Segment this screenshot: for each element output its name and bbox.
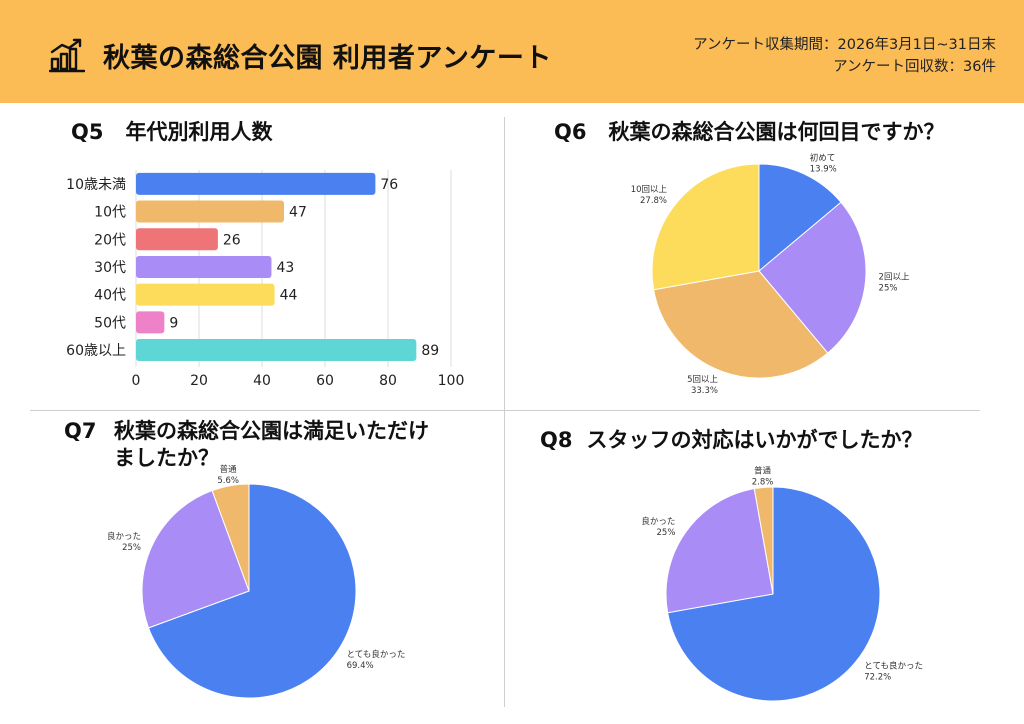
pie-slice-value: 13.9%	[810, 164, 837, 174]
pie-slice	[653, 270, 829, 379]
pie-slice	[651, 163, 760, 291]
q5-value-label: 26	[223, 232, 241, 248]
q5-title: Q5 年代別利用人数	[71, 116, 272, 146]
pie-slice	[665, 488, 774, 614]
pie-slice-label: 初めて	[810, 152, 836, 163]
page-title: 秋葉の森総合公園 利用者アンケート	[103, 43, 552, 74]
q5-x-tick-label: 40	[253, 373, 271, 389]
pie-slice-label: 2回以上	[879, 273, 910, 283]
q5-value-label: 76	[380, 177, 398, 193]
q5-category-label: 20代	[94, 232, 126, 248]
q5-value-label: 9	[169, 315, 178, 331]
pie-slice-value: 25%	[657, 528, 676, 538]
q5-x-tick-label: 20	[190, 373, 208, 389]
q8-text: スタッフの対応はいかがでしたか？	[586, 428, 923, 452]
pie-slice-label: 良かった	[107, 531, 141, 542]
q5-category-label: 40代	[94, 288, 126, 304]
q6-title: Q6 秋葉の森総合公園は何回目ですか？	[554, 116, 944, 146]
q5-bar	[136, 339, 417, 362]
q5-category-label: 50代	[94, 315, 126, 331]
q5-number: Q5	[71, 120, 104, 144]
q5-value-label: 47	[289, 205, 307, 221]
pie-slice-value: 72.2%	[864, 672, 891, 682]
pie-slice-label: とても良かった	[347, 649, 406, 660]
pie-slice	[753, 486, 774, 595]
pie-slice-label: 良かった	[641, 516, 675, 527]
q6-number: Q6	[554, 120, 587, 144]
q5-category-label: 60歳以上	[66, 343, 126, 359]
bar-chart-growth-icon	[49, 38, 85, 73]
pie-slice	[211, 483, 250, 592]
pie-slice	[758, 201, 867, 354]
pie-slice-value: 33.3%	[691, 386, 718, 396]
q6-text: 秋葉の森総合公園は何回目ですか？	[608, 120, 945, 144]
q5-category-label: 10歳未満	[66, 177, 126, 193]
header-banner: 秋葉の森総合公園 利用者アンケート アンケート収集期間：2026年3月1日~31…	[0, 0, 1024, 103]
pie-slice-label: 普通	[220, 464, 238, 475]
survey-period: アンケート収集期間：2026年3月1日~31日末	[693, 37, 996, 53]
pie-slice	[758, 163, 842, 273]
q7-text-line2: ましたか？	[114, 446, 219, 470]
pie-slice	[141, 489, 250, 629]
survey-count: アンケート回収数：36件	[833, 59, 996, 75]
q5-category-label: 30代	[94, 260, 126, 276]
q5-x-tick-label: 80	[379, 373, 397, 389]
pie-slice-value: 2.8%	[752, 477, 774, 487]
horizontal-divider	[30, 410, 980, 411]
q5-text: 年代別利用人数	[125, 120, 273, 144]
q5-category-label: 10代	[94, 205, 126, 221]
pie-slice-value: 5.6%	[217, 476, 239, 486]
pie-slice-label: とても良かった	[864, 660, 923, 671]
q5-bar	[136, 255, 272, 278]
pie-slice-label: 10回以上	[631, 185, 668, 195]
q5-bar	[136, 172, 376, 195]
pie-slice-value: 25%	[122, 543, 141, 553]
survey-meta: アンケート収集期間：2026年3月1日~31日末 アンケート回収数：36件	[693, 34, 996, 78]
q5-value-label: 89	[421, 343, 439, 359]
q5-bar	[136, 283, 275, 306]
q5-x-tick-label: 0	[132, 373, 141, 389]
pie-slice	[147, 483, 357, 699]
q8-number: Q8	[540, 428, 573, 452]
q5-x-tick-label: 100	[438, 373, 465, 389]
pie-slice	[667, 486, 881, 702]
pie-slice-label: 普通	[754, 465, 772, 476]
q5-x-tick-label: 60	[316, 373, 334, 389]
pie-slice-label: 5回以上	[687, 375, 718, 385]
q7-text-line1: 秋葉の森総合公園は満足いただけ	[114, 419, 429, 443]
q5-value-label: 43	[276, 260, 294, 276]
vertical-divider	[504, 117, 505, 707]
pie-slice-value: 69.4%	[347, 661, 374, 671]
q5-bar	[136, 311, 165, 334]
q5-bar	[136, 228, 218, 251]
q5-bar	[136, 200, 285, 223]
q8-title: Q8 スタッフの対応はいかがでしたか？	[540, 424, 922, 454]
q7-number: Q7	[64, 419, 97, 443]
q7-title: Q7 秋葉の森総合公園は満足いただけ ましたか？	[64, 418, 429, 472]
pie-slice-value: 25%	[879, 284, 898, 294]
pie-slice-value: 27.8%	[640, 196, 667, 206]
q5-value-label: 44	[280, 288, 298, 304]
